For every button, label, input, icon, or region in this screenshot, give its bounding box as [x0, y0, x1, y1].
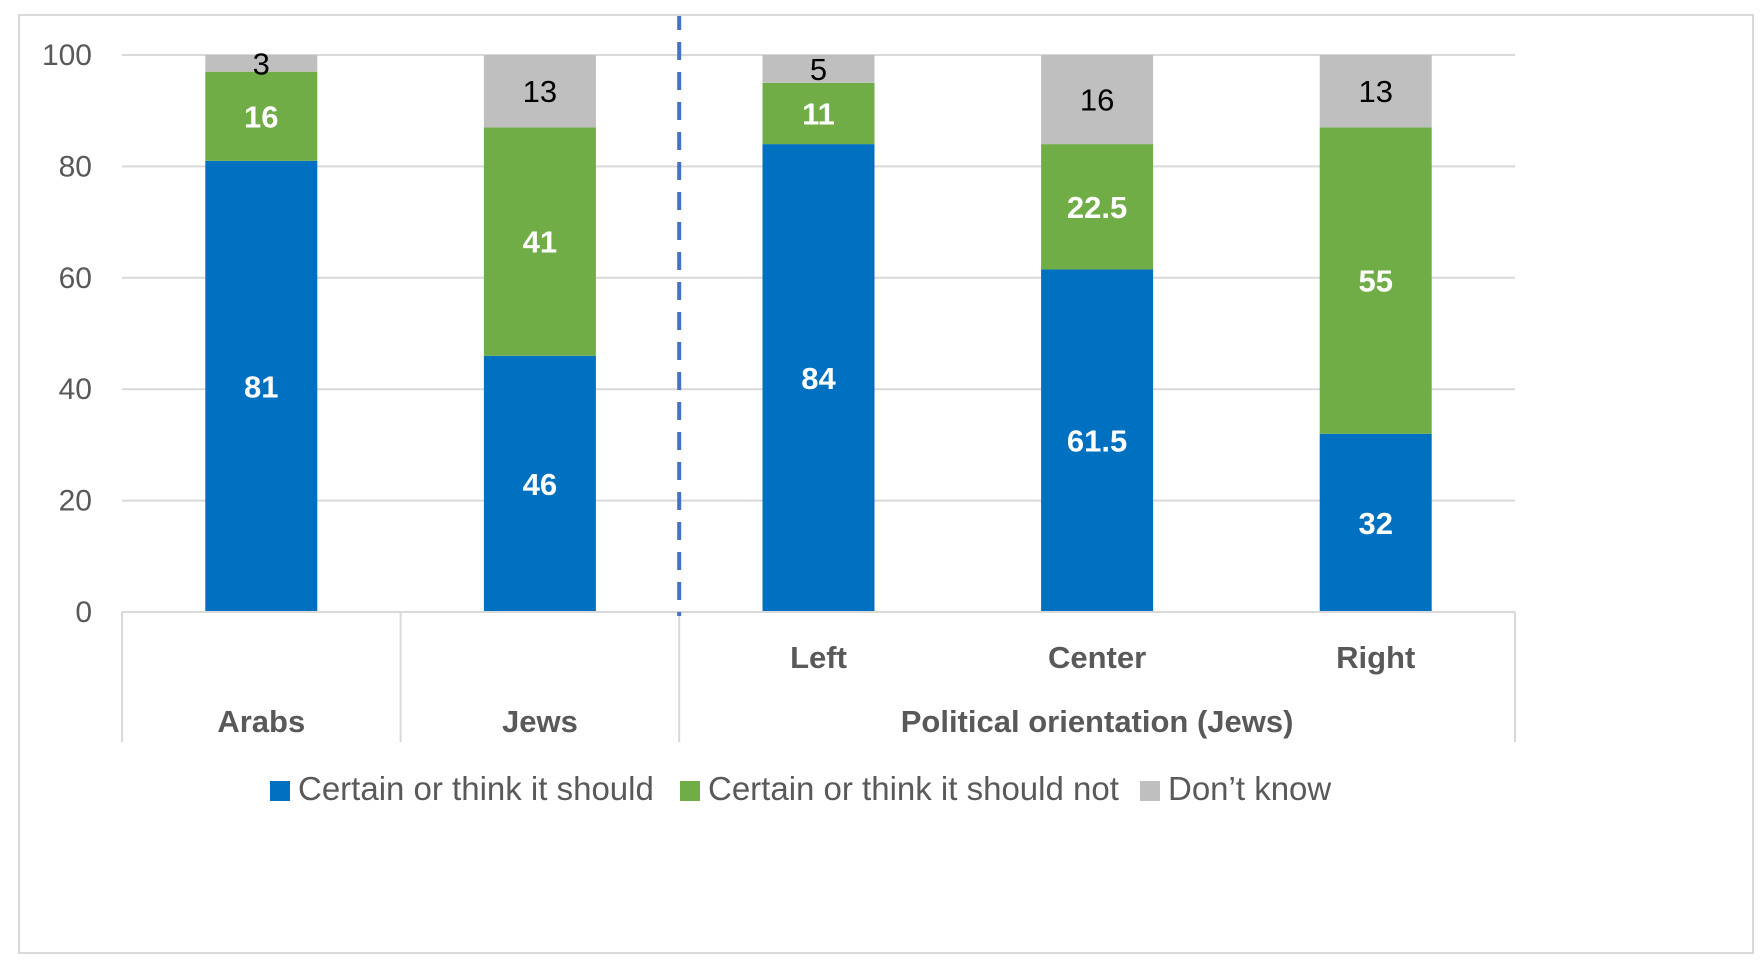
y-tick-label-80: 80: [59, 150, 92, 183]
y-tick-label-20: 20: [59, 485, 92, 518]
data-label-right-series-2: 55: [1358, 264, 1392, 299]
category-label-right: Right: [1336, 640, 1415, 675]
data-label-left-series-2: 11: [802, 96, 835, 131]
y-tick-label-60: 60: [59, 262, 92, 295]
bar-arabs-series-3: [205, 55, 318, 72]
category-label-center: Center: [1048, 640, 1146, 675]
bar-jews-series-2: [483, 127, 596, 356]
y-tick-label-0: 0: [75, 596, 92, 629]
data-label-jews-series-1: 46: [523, 467, 557, 502]
data-label-right-series-3: 13: [1358, 74, 1392, 109]
legend-swatch-series-3: [1140, 781, 1160, 801]
data-label-arabs-series-1: 81: [244, 369, 278, 404]
bar-jews-series-1: [483, 355, 596, 612]
legend-label-series-2: Certain or think it should not: [708, 770, 1119, 807]
data-label-left-series-3: 5: [810, 52, 827, 87]
bar-jews-series-3: [483, 55, 596, 128]
bar-arabs-series-2: [205, 71, 318, 161]
chart-svg: 0 20 40 60 80 100 81 16 3 46 41 13 84 11 5 61.5 22.5 16 32…: [42, 16, 1516, 807]
legend-swatch-series-1: [270, 781, 290, 801]
group-label-2: Jews: [502, 704, 578, 739]
bar-center-series-2: [1041, 144, 1154, 270]
data-label-center-series-2: 22.5: [1067, 190, 1127, 225]
bar-right-series-2: [1319, 127, 1432, 434]
category-label-left: Left: [790, 640, 847, 675]
bar-center-series-3: [1041, 55, 1154, 145]
data-label-left-series-1: 84: [801, 361, 836, 396]
group-label-3: Political orientation (Jews): [901, 704, 1294, 739]
legend-swatch-series-2: [680, 781, 700, 801]
data-label-arabs-series-3: 3: [253, 46, 270, 81]
y-tick-label-40: 40: [59, 373, 92, 406]
bar-arabs-series-1: [205, 160, 318, 612]
data-label-center-series-3: 16: [1080, 83, 1114, 118]
data-label-jews-series-2: 41: [523, 225, 557, 260]
bar-right-series-3: [1319, 55, 1432, 128]
bar-left-series-2: [762, 82, 875, 145]
data-label-right-series-1: 32: [1358, 506, 1392, 541]
chart-frame: 0 20 40 60 80 100 81 16 3 46 41 13 84 11 5 61.5 22.5 16 32…: [18, 14, 1754, 954]
y-tick-label-100: 100: [42, 39, 92, 72]
data-label-arabs-series-2: 16: [244, 99, 278, 134]
bar-left-series-3: [762, 55, 875, 83]
group-label-1: Arabs: [217, 704, 305, 739]
legend-label-series-3: Don’t know: [1168, 770, 1331, 807]
data-label-jews-series-3: 13: [523, 74, 557, 109]
bar-left-series-1: [762, 144, 875, 612]
bar-center-series-1: [1041, 269, 1154, 612]
data-label-center-series-1: 61.5: [1067, 424, 1127, 459]
bar-right-series-1: [1319, 433, 1432, 612]
legend-label-series-1: Certain or think it should: [298, 770, 654, 807]
